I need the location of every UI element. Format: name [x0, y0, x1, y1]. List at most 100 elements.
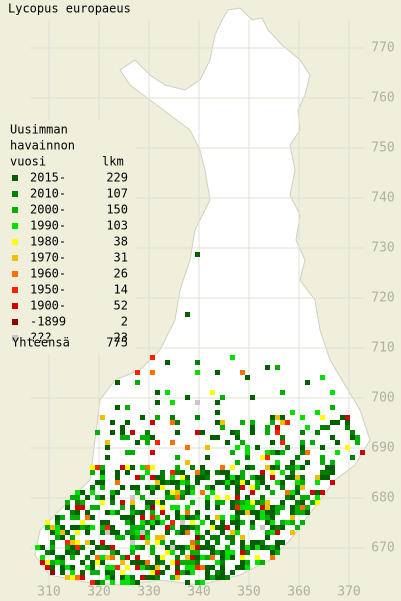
x-coordinate-label: 330	[137, 585, 160, 600]
record-square	[280, 415, 285, 420]
record-square	[140, 510, 145, 515]
record-square	[85, 540, 90, 545]
record-square	[255, 500, 260, 505]
record-square	[185, 480, 190, 485]
record-square	[130, 545, 135, 550]
record-square	[355, 440, 360, 445]
record-square	[290, 520, 295, 525]
record-square	[235, 460, 240, 465]
record-square	[280, 390, 285, 395]
legend-label: 1950-	[30, 283, 66, 297]
record-square	[280, 540, 285, 545]
record-square	[160, 540, 165, 545]
record-square	[125, 465, 130, 470]
record-square	[175, 555, 180, 560]
record-square	[135, 525, 140, 530]
record-square	[190, 485, 195, 490]
record-square	[230, 505, 235, 510]
record-square	[120, 570, 125, 575]
record-square	[175, 545, 180, 550]
record-square	[95, 545, 100, 550]
record-square	[355, 435, 360, 440]
record-square	[115, 380, 120, 385]
record-square	[195, 525, 200, 530]
record-square	[240, 565, 245, 570]
record-square	[145, 470, 150, 475]
record-square	[205, 485, 210, 490]
record-square	[75, 540, 80, 545]
record-square	[315, 480, 320, 485]
record-square	[50, 540, 55, 545]
record-square	[175, 480, 180, 485]
record-square	[260, 505, 265, 510]
record-square	[105, 445, 110, 450]
record-square	[145, 430, 150, 435]
record-square	[230, 530, 235, 535]
record-square	[175, 495, 180, 500]
record-square	[120, 485, 125, 490]
record-square	[185, 460, 190, 465]
record-square	[165, 565, 170, 570]
record-square	[245, 565, 250, 570]
record-square	[265, 425, 270, 430]
record-square	[45, 565, 50, 570]
record-square	[210, 490, 215, 495]
record-square	[310, 490, 315, 495]
record-square	[165, 545, 170, 550]
record-square	[90, 490, 95, 495]
record-square	[225, 485, 230, 490]
record-square	[155, 535, 160, 540]
record-square	[290, 470, 295, 475]
record-square	[360, 450, 365, 455]
legend-swatch	[12, 303, 18, 309]
record-square	[300, 450, 305, 455]
record-square	[90, 465, 95, 470]
record-square	[260, 560, 265, 565]
record-square	[80, 500, 85, 505]
y-coordinate-label: 740	[371, 191, 394, 206]
record-square	[260, 540, 265, 545]
record-square	[55, 520, 60, 525]
record-square	[110, 580, 115, 585]
record-square	[235, 430, 240, 435]
record-square	[85, 530, 90, 535]
record-square	[175, 430, 180, 435]
record-square	[195, 470, 200, 475]
record-square	[280, 500, 285, 505]
record-square	[170, 560, 175, 565]
record-square	[150, 505, 155, 510]
record-square	[175, 515, 180, 520]
record-square	[265, 515, 270, 520]
record-square	[305, 505, 310, 510]
record-square	[250, 540, 255, 545]
record-square	[235, 445, 240, 450]
y-coordinate-label: 720	[371, 291, 394, 306]
record-square	[90, 580, 95, 585]
record-square	[280, 420, 285, 425]
record-square	[195, 415, 200, 420]
record-square	[255, 555, 260, 560]
record-square	[275, 365, 280, 370]
record-square	[120, 500, 125, 505]
record-square	[100, 470, 105, 475]
legend-heading: vuosi	[10, 155, 46, 169]
record-square	[155, 500, 160, 505]
record-square	[245, 500, 250, 505]
legend-count: 23	[114, 331, 128, 345]
record-square	[205, 470, 210, 475]
record-square	[240, 470, 245, 475]
record-square	[155, 565, 160, 570]
record-square	[270, 505, 275, 510]
record-square	[140, 545, 145, 550]
record-square	[275, 525, 280, 530]
record-square	[280, 480, 285, 485]
record-square	[185, 510, 190, 515]
record-square	[220, 480, 225, 485]
record-square	[140, 530, 145, 535]
record-square	[110, 530, 115, 535]
record-square	[205, 570, 210, 575]
record-square	[220, 550, 225, 555]
record-square	[275, 460, 280, 465]
record-square	[350, 430, 355, 435]
record-square	[235, 480, 240, 485]
